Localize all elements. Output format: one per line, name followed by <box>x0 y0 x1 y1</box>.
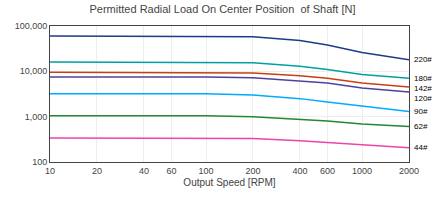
svg-text:600: 600 <box>320 166 335 176</box>
svg-text:120#: 120# <box>414 94 432 103</box>
svg-text:90#: 90# <box>414 107 428 116</box>
svg-text:60: 60 <box>166 166 176 176</box>
svg-text:1,000: 1,000 <box>25 112 48 122</box>
svg-text:100: 100 <box>199 166 214 176</box>
svg-text:10,000: 10,000 <box>20 66 48 76</box>
svg-text:Permitted Radial Load On Cente: Permitted Radial Load On Center Position… <box>90 3 356 15</box>
svg-text:2000: 2000 <box>399 166 419 176</box>
svg-text:180#: 180# <box>414 74 432 83</box>
svg-text:142#: 142# <box>414 84 432 93</box>
svg-text:400: 400 <box>292 166 307 176</box>
svg-text:200: 200 <box>245 166 260 176</box>
svg-text:62#: 62# <box>414 122 428 131</box>
svg-text:40: 40 <box>139 166 149 176</box>
svg-text:1000: 1000 <box>352 166 372 176</box>
svg-text:20: 20 <box>92 166 102 176</box>
svg-text:100,000: 100,000 <box>15 21 48 31</box>
svg-text:44#: 44# <box>414 143 428 152</box>
svg-text:100: 100 <box>32 157 47 167</box>
svg-text:10: 10 <box>45 166 55 176</box>
svg-text:Output Speed [RPM]: Output Speed [RPM] <box>183 177 275 188</box>
svg-text:220#: 220# <box>414 55 432 64</box>
